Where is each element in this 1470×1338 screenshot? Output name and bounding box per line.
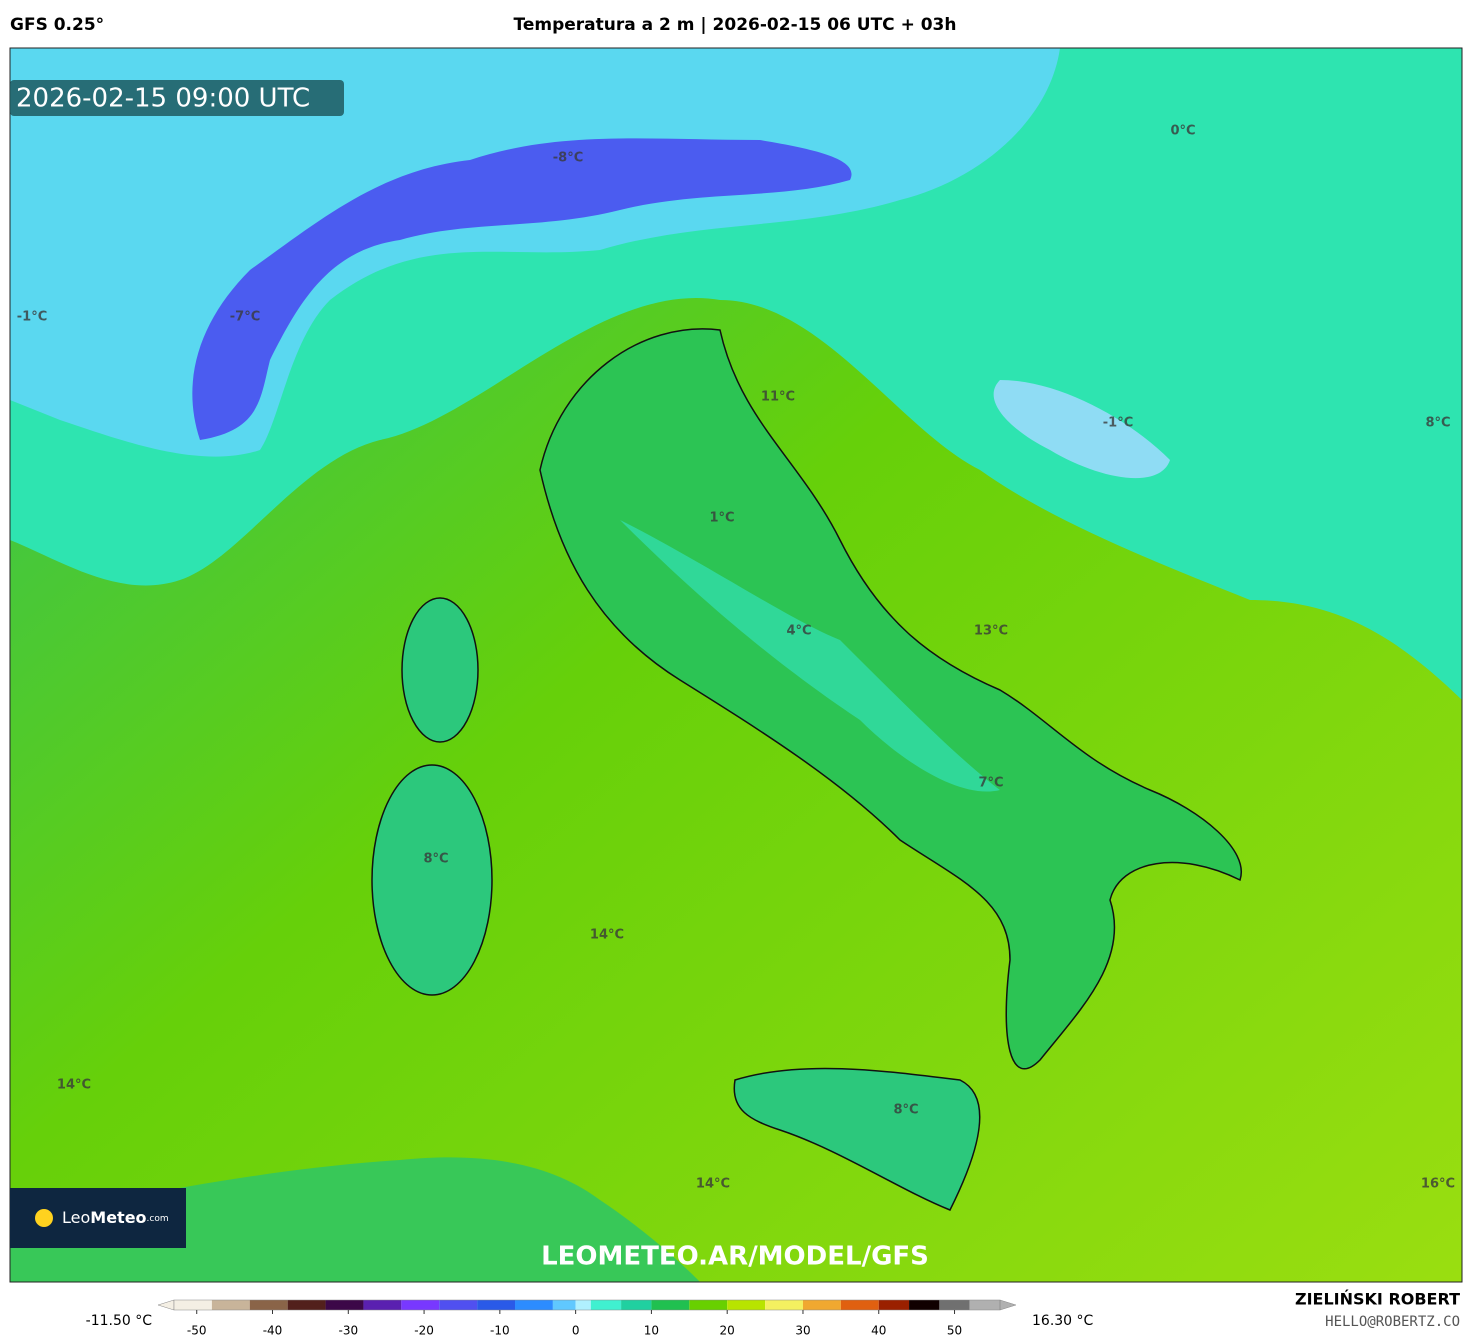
colorbar-end-low (157, 1299, 175, 1311)
temperature-label: 14°C (696, 1177, 730, 1192)
timestamp-box (10, 80, 344, 116)
temperature-label: 8°C (893, 1103, 918, 1118)
colorbar-segment (363, 1300, 402, 1310)
temperature-label: 8°C (1425, 416, 1450, 431)
temperature-label: 11°C (761, 390, 795, 405)
temperature-label: 8°C (423, 852, 448, 867)
colorbar-segment (174, 1300, 212, 1310)
colorbar-tick-label: 40 (871, 1324, 886, 1338)
colorbar-segment (802, 1300, 841, 1310)
colorbar-segment (689, 1300, 728, 1310)
colorbar: -50 -40 -30 -20 -10 0 10 20 30 40 50 (157, 1299, 1017, 1338)
colorbar-end-high (999, 1299, 1017, 1311)
sicily (733, 1067, 981, 1211)
colorbar-segment (969, 1300, 1000, 1310)
logo-suffix: .com (147, 1214, 169, 1224)
temperature-labels: 0°C -8°C -1°C -7°C 11°C -1°C 8°C 1°C 4°C 13°C 7°C 8… (17, 124, 1455, 1192)
timestamp: 2026-02-15 09:00 UTC (16, 84, 310, 114)
colorbar-segment (575, 1300, 591, 1310)
balkan-cold (993, 380, 1170, 479)
colorbar-tick-label: 30 (795, 1324, 810, 1338)
colorbar-min: -11.50 °C (86, 1313, 153, 1329)
temperature-label: -1°C (1103, 416, 1133, 431)
watermark: LEOMETEO.AR/MODEL/GFS (541, 1242, 929, 1272)
temperature-label: 0°C (1170, 124, 1195, 139)
colorbar-segment (621, 1300, 652, 1310)
colorbar-tick-label: -40 (263, 1324, 283, 1338)
colorbar-segment (765, 1300, 803, 1310)
temperature-label: 13°C (974, 624, 1008, 639)
logo-leo: Leo (62, 1208, 90, 1227)
colorbar-segment (439, 1300, 478, 1310)
credit-author: ZIELIŃSKI ROBERT (1295, 1290, 1460, 1309)
temperature-label: 1°C (709, 511, 734, 526)
colorbar-tick-label: -50 (187, 1324, 207, 1338)
colorbar-segment (590, 1300, 622, 1310)
sardinia (371, 764, 493, 996)
apennines (620, 520, 1000, 792)
temperature-label: -8°C (553, 151, 583, 166)
colorbar-tick-label: -20 (414, 1324, 434, 1338)
temperature-label: 14°C (57, 1078, 91, 1093)
logo: LeoMeteo.com (62, 1208, 169, 1227)
colorbar-tick-label: -30 (338, 1324, 358, 1338)
temperature-label: 7°C (978, 776, 1003, 791)
temperature-label: 14°C (590, 928, 624, 943)
credit-contact: HELLO@ROBERTZ.CO (1325, 1314, 1460, 1330)
temperature-label: -1°C (17, 310, 47, 325)
colorbar-segment (909, 1300, 940, 1310)
temperature-label: 4°C (786, 624, 811, 639)
colorbar-segment (287, 1300, 326, 1310)
colorbar-segment (552, 1300, 576, 1310)
map (10, 48, 1462, 1282)
colorbar-tick-label: 20 (720, 1324, 735, 1338)
colorbar-tick-label: -10 (490, 1324, 510, 1338)
colorbar-segment (401, 1300, 440, 1310)
corsica (401, 597, 479, 743)
colorbar-segment (878, 1300, 910, 1310)
colorbar-segment (840, 1300, 879, 1310)
model-name: GFS 0.25° (10, 15, 104, 35)
colorbar-max: 16.30 °C (1032, 1313, 1094, 1329)
temperature-label: -7°C (230, 310, 260, 325)
map-title: Temperatura a 2 m | 2026-02-15 06 UTC + … (514, 15, 957, 35)
alps-cold (192, 138, 852, 440)
colorbar-tick-label: 0 (572, 1324, 580, 1338)
colorbar-segment (651, 1300, 690, 1310)
colorbar-segment (515, 1300, 553, 1310)
colorbar-segment (211, 1300, 250, 1310)
colorbar-frame (173, 1299, 1001, 1311)
colorbar-segment (727, 1300, 766, 1310)
logo-sun (35, 1209, 53, 1227)
logo-meteo: Meteo (90, 1208, 146, 1227)
colorbar-segment (249, 1300, 288, 1310)
temperature-label: 16°C (1421, 1177, 1455, 1192)
colorbar-tick-label: 50 (947, 1324, 962, 1338)
colorbar-tick-label: 10 (644, 1324, 659, 1338)
colorbar-segment (325, 1300, 364, 1310)
colorbar-segment (477, 1300, 516, 1310)
colorbar-segment (939, 1300, 970, 1310)
map-frame (9, 47, 1463, 1283)
